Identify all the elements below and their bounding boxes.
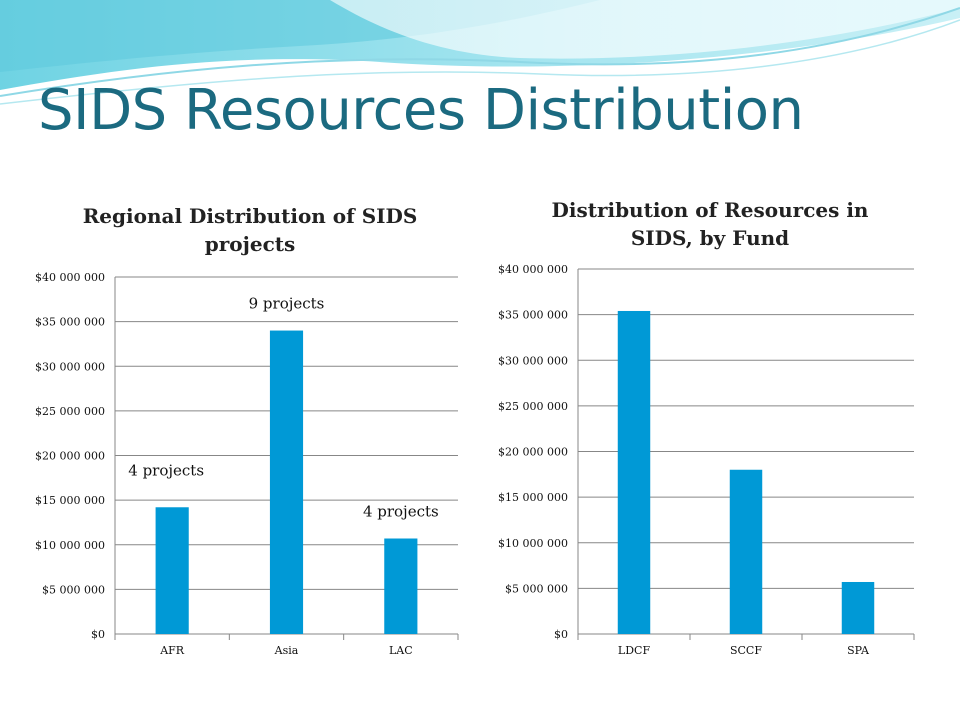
fund-bar-chart: $0 $5 000 000 $10 000 000 $15 000 000 $20 00…	[498, 263, 915, 657]
fund-y-tick-label: $10 000 000	[498, 537, 568, 550]
fund-bar-ldcf	[617, 310, 651, 634]
regional-bar-annotation: 4 projects	[363, 503, 439, 521]
regional-x-tick-label: Asia	[274, 644, 299, 657]
fund-y-tick-label: $15 000 000	[498, 491, 568, 504]
regional-bar-annotation: 4 projects	[128, 461, 204, 479]
fund-x-tick-label: SPA	[847, 644, 870, 657]
chart-title-by-fund: Distribution of Resources in SIDS, by Fu…	[551, 198, 869, 250]
fund-x-tick-label: SCCF	[730, 644, 762, 657]
regional-y-tick-label: $20 000 000	[35, 450, 105, 463]
regional-y-tick-label: $0	[91, 628, 105, 641]
slide-title: SIDS Resources Distribution	[38, 78, 804, 143]
fund-y-tick-label: $5 000 000	[505, 582, 568, 595]
chart-title-regional: Regional Distribution of SIDS projects	[82, 204, 418, 256]
regional-x-tick-label: AFR	[159, 644, 185, 657]
regional-y-tick-label: $15 000 000	[35, 494, 105, 507]
fund-y-tick-label: $35 000 000	[498, 309, 568, 322]
regional-bar-asia	[269, 330, 304, 634]
fund-x-tick-label: LDCF	[618, 644, 651, 657]
regional-bar-annotation: 9 projects	[249, 295, 325, 313]
fund-y-tick-label: $40 000 000	[498, 263, 568, 276]
regional-y-tick-label: $30 000 000	[35, 360, 105, 373]
regional-y-tick-label: $25 000 000	[35, 405, 105, 418]
fund-y-tick-label: $30 000 000	[498, 354, 568, 367]
regional-bar-chart: $0 $5 000 000 $10 000 000 $15 000 000 $20 00…	[35, 271, 459, 657]
header-wave-banner	[0, 0, 960, 105]
regional-x-tick-label: LAC	[389, 644, 413, 657]
regional-y-tick-label: $35 000 000	[35, 316, 105, 329]
regional-y-tick-label: $40 000 000	[35, 271, 105, 284]
fund-y-tick-label: $0	[554, 628, 568, 641]
fund-bar-spa	[841, 581, 875, 634]
fund-y-tick-label: $20 000 000	[498, 446, 568, 459]
regional-bar-afr	[155, 507, 189, 634]
regional-bar-lac	[384, 538, 418, 634]
regional-y-tick-label: $10 000 000	[35, 539, 105, 552]
fund-y-tick-label: $25 000 000	[498, 400, 568, 413]
fund-bar-sccf	[729, 469, 763, 634]
regional-y-tick-label: $5 000 000	[42, 583, 105, 596]
